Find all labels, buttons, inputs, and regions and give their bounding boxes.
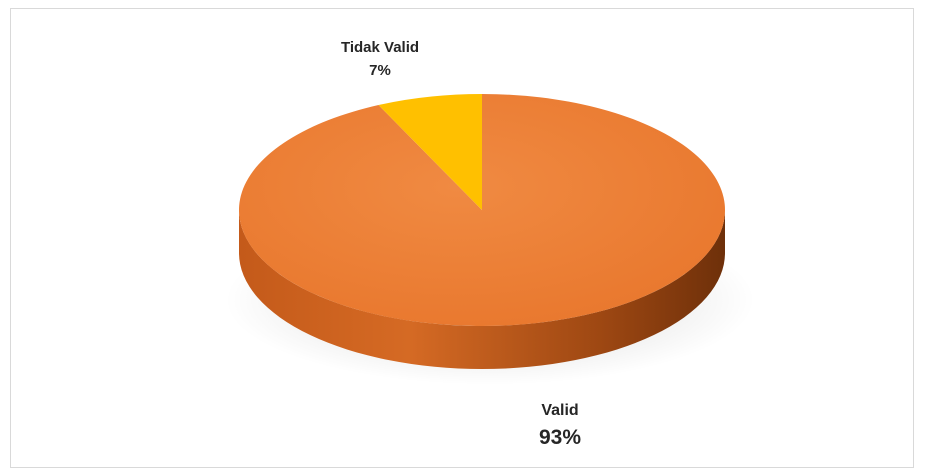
slice-label-value: 93%: [538, 426, 582, 449]
pie-chart: [225, 94, 755, 385]
slice-label-value: 7%: [369, 62, 391, 79]
pie-slice-tidak-valid: [378, 94, 482, 210]
slice-label-valid: Valid 93%: [505, 397, 615, 451]
slice-label-name: Valid: [541, 402, 579, 419]
slice-label-tidak-valid: Tidak Valid 7%: [305, 36, 455, 82]
pie-side: [239, 210, 725, 369]
slice-label-name: Tidak Valid: [340, 39, 420, 56]
